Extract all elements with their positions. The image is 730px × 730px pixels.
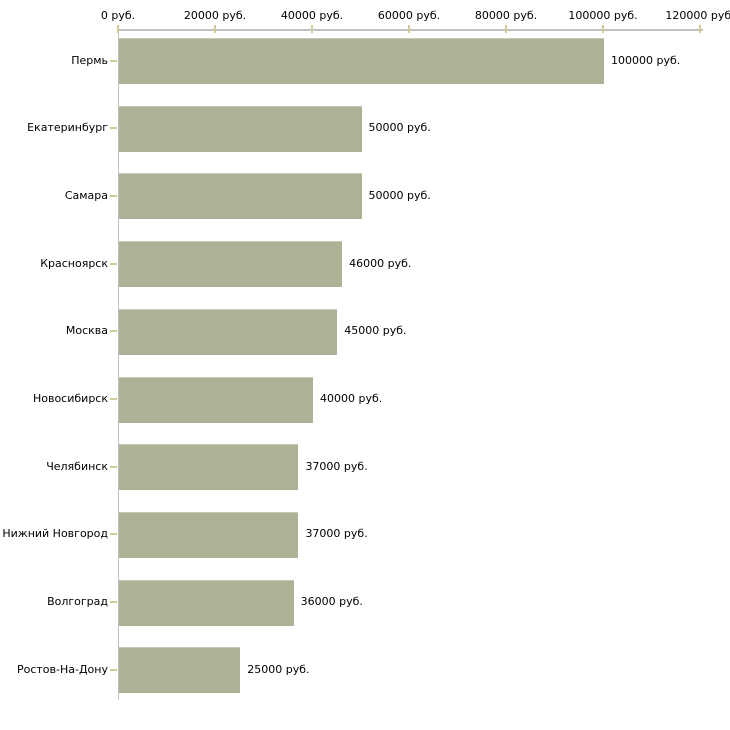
bar	[119, 444, 299, 491]
x-axis-tick-label: 0 руб.	[100, 9, 136, 22]
x-axis-tick-mark	[699, 25, 701, 33]
x-axis-tick-label: 40000 руб.	[280, 9, 344, 22]
value-label: 37000 руб.	[305, 459, 368, 473]
category-tick-mark	[110, 330, 117, 333]
x-axis-line	[118, 29, 703, 31]
value-label: 50000 руб.	[368, 121, 431, 135]
x-axis-tick-mark	[214, 25, 216, 33]
x-axis-tick-mark	[311, 25, 313, 33]
category-label: Нижний Новгород	[2, 527, 108, 541]
bar	[119, 38, 604, 84]
category-label: Волгоград	[47, 595, 108, 609]
x-axis-tick-mark	[602, 25, 604, 33]
x-axis-tick-mark	[408, 25, 410, 33]
category-tick-mark	[110, 194, 117, 197]
value-label: 25000 руб.	[247, 662, 310, 676]
category-label: Самара	[64, 188, 108, 202]
category-label: Москва	[65, 324, 108, 338]
value-label: 37000 руб.	[305, 527, 368, 541]
value-label: 46000 руб.	[349, 256, 412, 270]
category-label: Пермь	[71, 53, 108, 67]
category-label: Ростов-На-Дону	[16, 662, 108, 676]
bar	[119, 647, 241, 694]
x-axis-tick-mark	[505, 25, 507, 33]
bar	[119, 173, 362, 220]
x-axis-tick-mark	[117, 25, 119, 33]
category-label: Красноярск	[40, 256, 108, 270]
x-axis-tick-label: 100000 руб.	[568, 9, 638, 22]
value-label: 100000 руб.	[611, 53, 681, 67]
x-axis-tick-label: 60000 руб.	[377, 9, 441, 22]
category-tick-mark	[110, 59, 117, 62]
category-tick-mark	[110, 465, 117, 468]
bar	[119, 105, 362, 152]
x-axis-tick-label: 80000 руб.	[474, 9, 538, 22]
value-label: 50000 руб.	[368, 188, 431, 202]
category-tick-mark	[110, 398, 117, 400]
category-label: Екатеринбург	[27, 121, 108, 135]
category-tick-mark	[110, 127, 117, 130]
bar	[119, 241, 343, 288]
category-label: Челябинск	[46, 459, 108, 473]
bar	[119, 376, 313, 423]
value-label: 40000 руб.	[320, 392, 383, 405]
category-tick-mark	[110, 601, 117, 604]
category-label: Новосибирск	[32, 392, 108, 405]
bar	[119, 308, 338, 355]
value-label: 36000 руб.	[300, 595, 363, 609]
bar	[119, 511, 299, 558]
bar	[119, 579, 294, 626]
category-tick-mark	[110, 262, 117, 265]
value-label: 45000 руб.	[344, 324, 407, 338]
x-axis-tick-label: 20000 руб.	[183, 9, 247, 22]
y-axis-line	[118, 29, 119, 700]
category-tick-mark	[110, 533, 117, 536]
x-axis-tick-label: 120000 руб.	[665, 9, 730, 22]
category-tick-mark	[110, 668, 117, 671]
